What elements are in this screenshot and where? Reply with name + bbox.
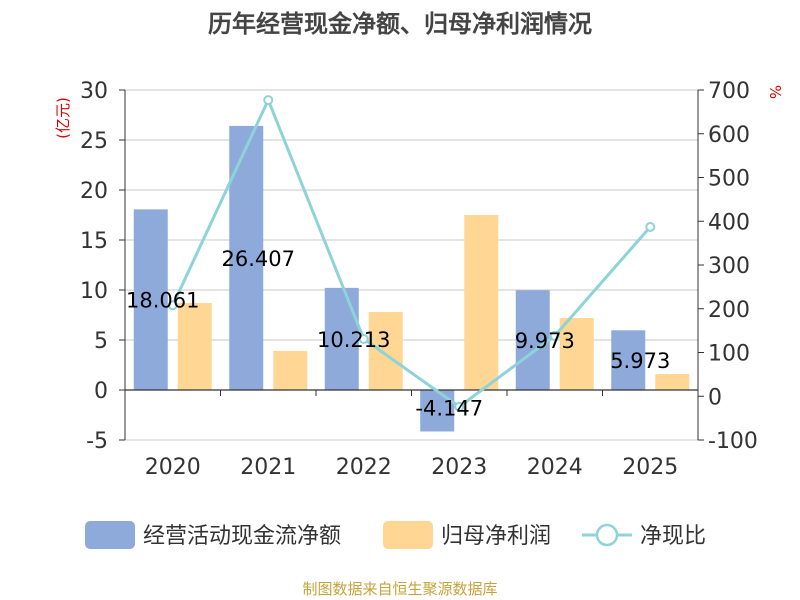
data-label-2025: 5.973	[610, 349, 670, 373]
x-tick-label-2025: 2025	[622, 455, 678, 480]
left-tick-label: 20	[80, 179, 108, 204]
right-tick-label: 300	[708, 254, 750, 279]
x-tick-label-2024: 2024	[527, 455, 583, 480]
right-axis-ticks: 700 600 500 400 300 200 100 0 -100	[708, 79, 758, 454]
data-label-2023: -4.147	[415, 396, 483, 420]
x-axis-ticks: 2020 2021 2022 2023 2024 2025	[145, 455, 679, 480]
x-tick-label-2021: 2021	[240, 455, 296, 480]
legend-label: 经营活动现金流净额	[143, 524, 341, 549]
left-axis-ticks: 30 25 20 15 10 5 0 -5	[80, 79, 108, 454]
chart-title: 历年经营现金净额、归母净利润情况	[208, 10, 592, 38]
left-axis-unit: (亿元)	[54, 97, 72, 139]
source-note: 制图数据来自恒生聚源数据库	[302, 580, 497, 598]
ratio-point-2022	[358, 333, 369, 344]
ratio-point-2025	[645, 221, 656, 232]
line-series	[167, 95, 656, 412]
left-tick-label: 30	[80, 79, 108, 104]
left-tick-label: 10	[80, 279, 108, 304]
right-tick-label: 100	[708, 342, 750, 367]
ratio-point-2024	[549, 330, 560, 341]
data-labels: 18.061 26.407 10.213 -4.147 9.973 5.973	[126, 247, 670, 421]
axes	[119, 89, 704, 441]
left-tick-label: 5	[94, 329, 108, 354]
bar-profit-2024	[559, 318, 594, 390]
data-label-2022: 10.213	[317, 328, 390, 352]
left-tick-label: 25	[80, 129, 108, 154]
x-tick-label-2020: 2020	[145, 455, 201, 480]
bar-cashflow-2020	[133, 209, 168, 390]
right-tick-label: 600	[708, 123, 750, 148]
legend[interactable]: 经营活动现金流净额 归母净利润 净现比	[85, 521, 706, 549]
ratio-point-2020	[167, 300, 178, 311]
bar-profit-2020	[177, 303, 212, 390]
x-tick-label-2023: 2023	[431, 455, 487, 480]
bar-cashflow-2024	[515, 290, 550, 390]
legend-item-0[interactable]: 经营活动现金流净额	[85, 521, 341, 549]
data-label-2024: 9.973	[515, 329, 575, 353]
legend-swatch	[383, 521, 433, 549]
right-axis-unit: %	[766, 85, 784, 99]
ratio-line	[171, 96, 652, 409]
ratio-point-2023	[454, 401, 465, 412]
x-tick-label-2022: 2022	[336, 455, 392, 480]
legend-label: 归母净利润	[441, 524, 551, 549]
right-tick-label: 500	[708, 167, 750, 192]
right-tick-label: 0	[708, 385, 722, 410]
right-tick-label: 700	[708, 79, 750, 104]
bar-cashflow-2025	[611, 330, 646, 390]
bar-profit-2021	[273, 351, 308, 390]
legend-item-1[interactable]: 归母净利润	[383, 521, 551, 549]
bar-cashflow-2022	[324, 287, 359, 390]
right-tick-label: 200	[708, 298, 750, 323]
legend-swatch	[85, 521, 135, 549]
ratio-point-2021	[263, 95, 274, 106]
data-label-2020: 18.061	[126, 289, 199, 313]
bar-profit-2023	[464, 215, 499, 390]
right-tick-label: -100	[708, 429, 758, 454]
bar-cashflow-2023	[420, 390, 455, 432]
legend-item-2[interactable]: 净现比	[582, 523, 706, 549]
legend-label: 净现比	[640, 524, 706, 549]
right-tick-label: 400	[708, 210, 750, 235]
left-tick-label: 15	[80, 229, 108, 254]
bar-profit-2022	[368, 312, 403, 390]
left-tick-label: 0	[94, 379, 108, 404]
legend-marker	[595, 523, 619, 547]
left-tick-label: -5	[86, 429, 108, 454]
bar-profit-2025	[655, 374, 690, 390]
data-label-2021: 26.407	[222, 247, 295, 271]
